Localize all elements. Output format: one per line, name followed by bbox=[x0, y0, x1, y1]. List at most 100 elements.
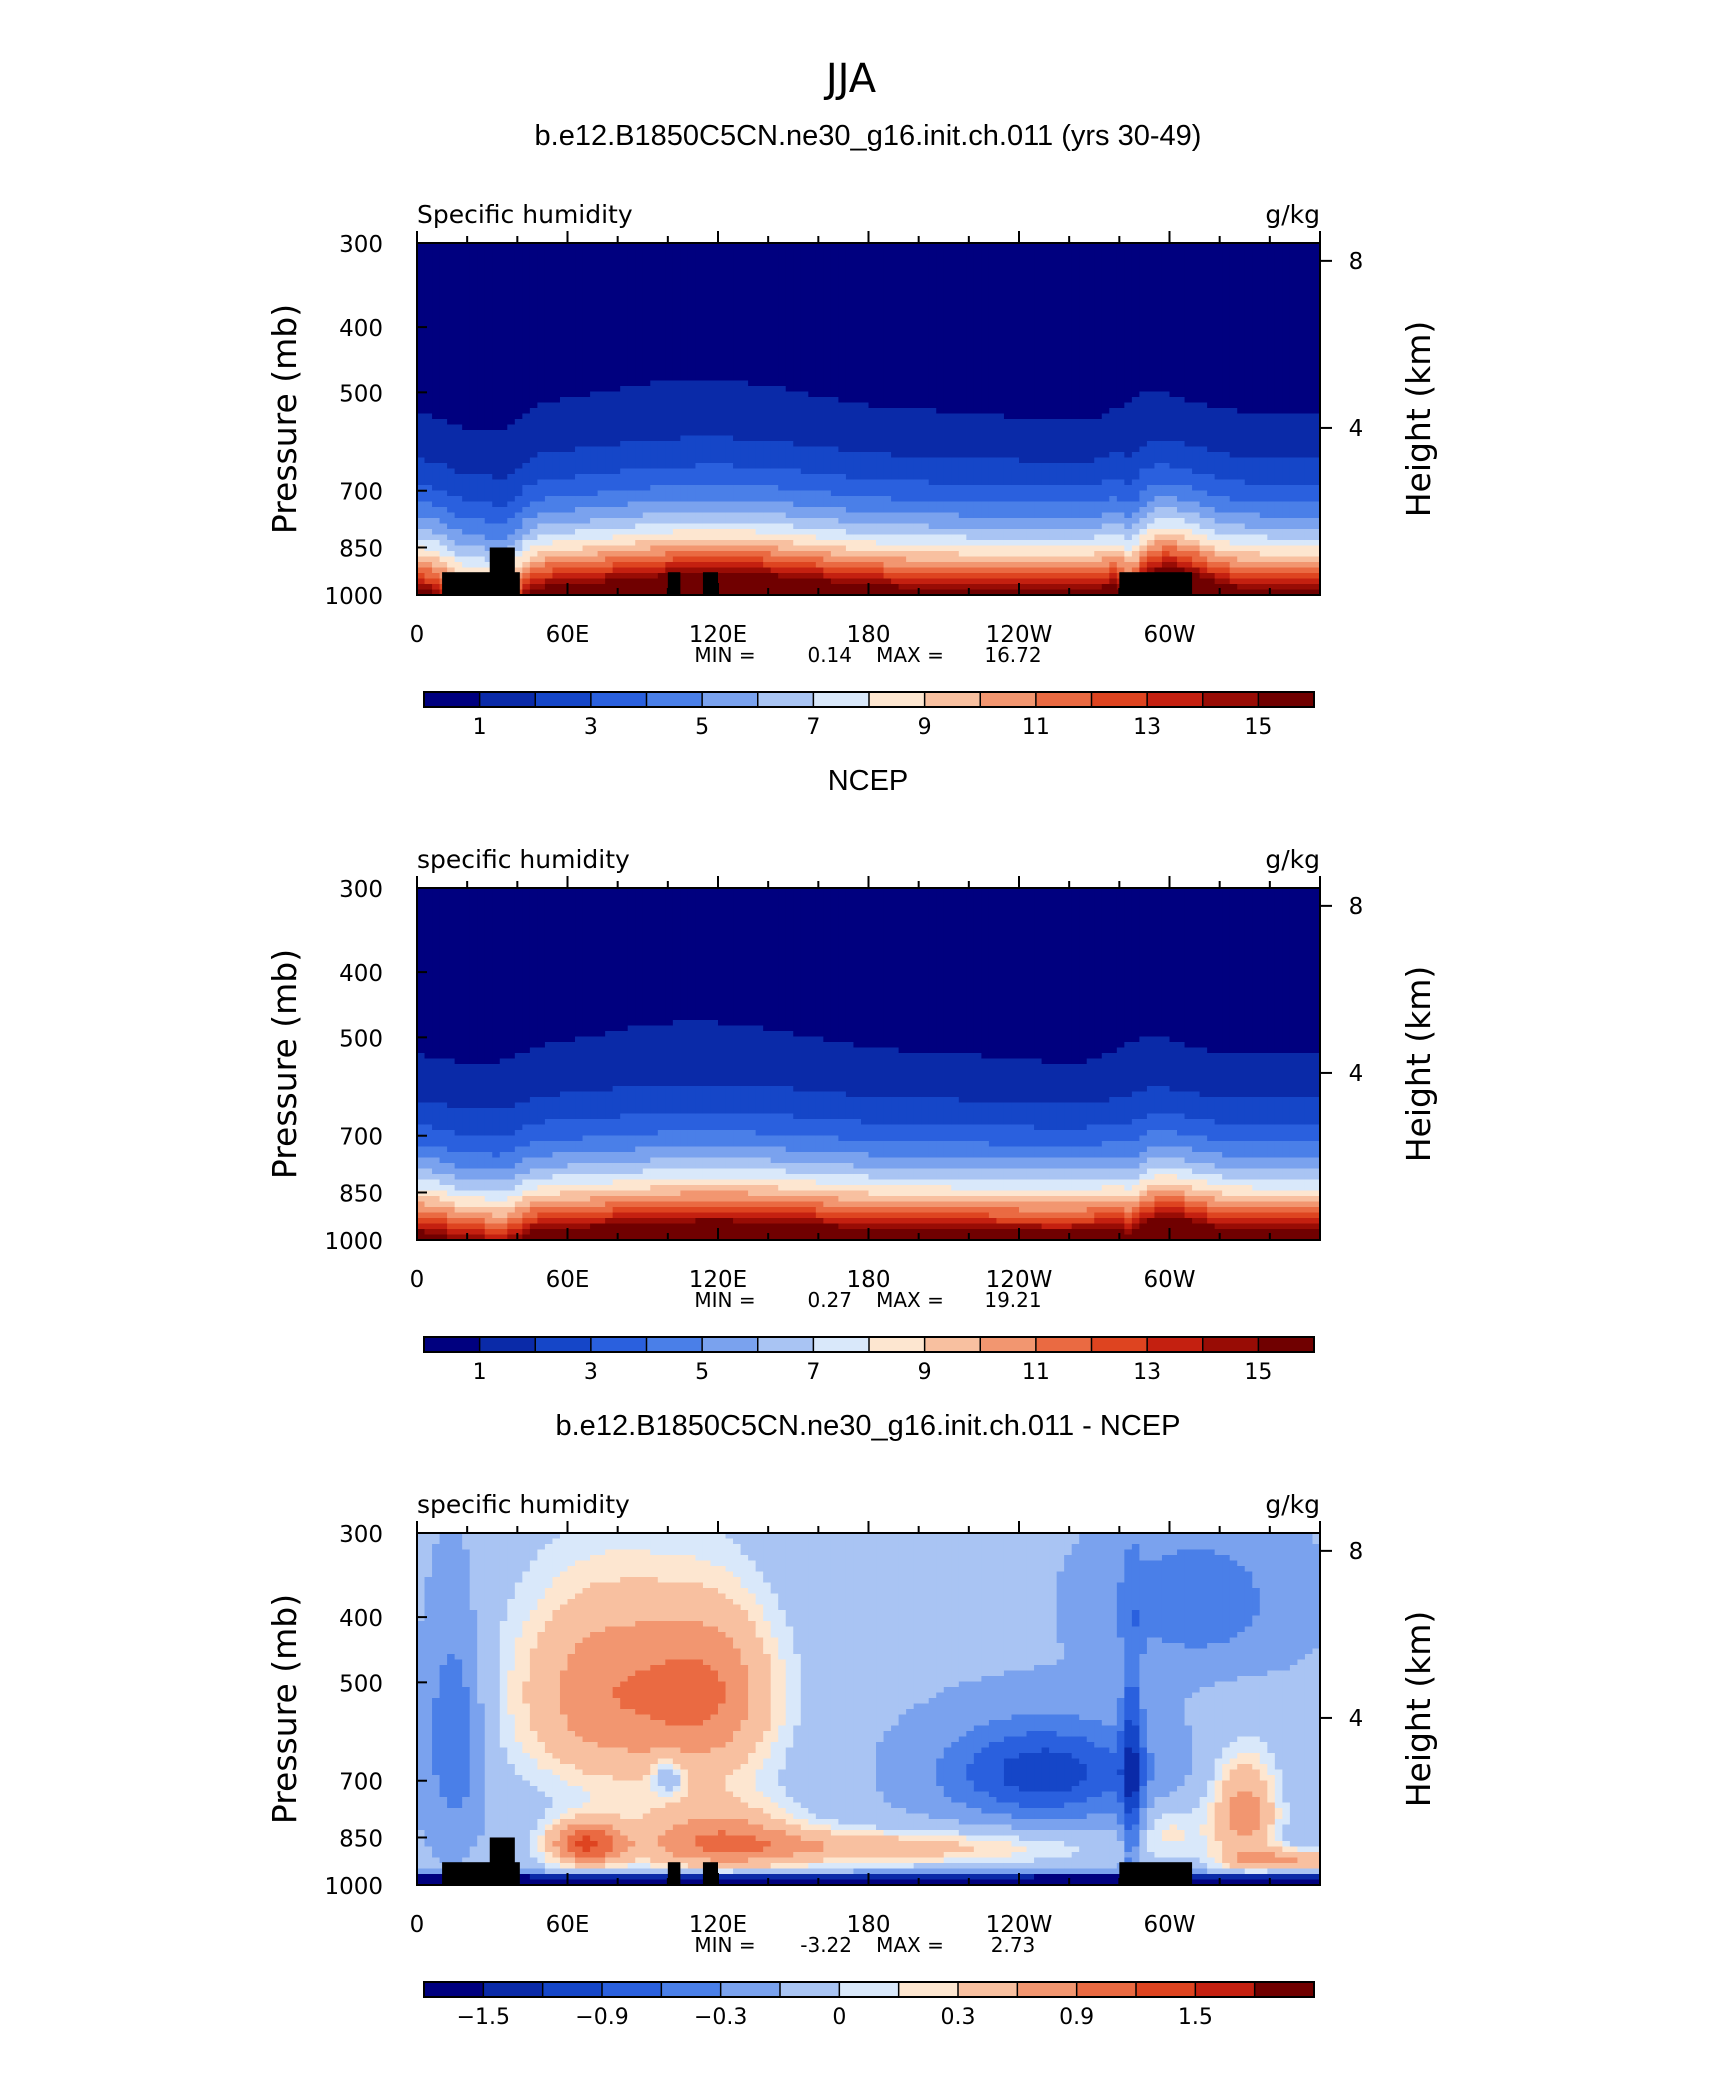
contour-cell bbox=[477, 419, 486, 426]
contour-cell bbox=[1274, 419, 1283, 426]
contour-cell bbox=[522, 413, 531, 420]
contour-cell bbox=[876, 298, 885, 305]
contour-cell bbox=[921, 248, 930, 255]
contour-cell bbox=[672, 468, 681, 475]
contour-cell bbox=[582, 303, 591, 310]
contour-cell bbox=[1056, 254, 1065, 261]
contour-cell bbox=[439, 358, 448, 365]
contour-cell bbox=[1297, 419, 1306, 426]
contour-cell bbox=[996, 320, 1005, 327]
contour-cell bbox=[1214, 446, 1223, 453]
contour-cell bbox=[522, 292, 531, 299]
contour-cell bbox=[740, 435, 749, 442]
contour-cell bbox=[1064, 369, 1073, 376]
contour-cell bbox=[665, 408, 674, 415]
contour-cell bbox=[853, 446, 862, 453]
contour-cell bbox=[439, 248, 448, 255]
contour-cell bbox=[996, 314, 1005, 321]
contour-cell bbox=[432, 468, 441, 475]
contour-cell bbox=[1109, 408, 1118, 415]
contour-cell bbox=[522, 259, 531, 266]
contour-cell bbox=[988, 353, 998, 360]
contour-cell bbox=[815, 446, 824, 453]
contour-cell bbox=[447, 320, 456, 327]
contour-cell bbox=[1244, 320, 1253, 327]
contour-cell bbox=[469, 369, 478, 376]
contour-cell bbox=[417, 364, 426, 371]
contour-cell bbox=[906, 446, 915, 453]
contour-cell bbox=[718, 408, 727, 415]
contour-cell bbox=[860, 364, 870, 371]
contour-cell bbox=[582, 430, 591, 437]
contour-cell bbox=[605, 452, 614, 459]
contour-cell bbox=[627, 281, 636, 288]
contour-cell bbox=[1312, 402, 1320, 409]
contour-cell bbox=[620, 435, 629, 442]
contour-cell bbox=[1312, 243, 1320, 250]
contour-cell bbox=[830, 281, 840, 288]
contour-cell bbox=[484, 408, 493, 415]
contour-cell bbox=[800, 265, 809, 272]
contour-cell bbox=[447, 452, 456, 459]
contour-cell bbox=[800, 276, 809, 283]
contour-cell bbox=[672, 419, 681, 426]
contour-cell bbox=[1297, 397, 1306, 404]
contour-cell bbox=[417, 248, 426, 255]
contour-cell bbox=[567, 419, 576, 426]
contour-cell bbox=[1237, 386, 1246, 393]
contour-cell bbox=[710, 408, 719, 415]
contour-cell bbox=[590, 380, 599, 387]
contour-cell bbox=[567, 276, 576, 283]
contour-cell bbox=[424, 386, 433, 393]
contour-cell bbox=[793, 430, 802, 437]
contour-cell bbox=[1019, 430, 1028, 437]
contour-cell bbox=[1011, 248, 1020, 255]
contour-cell bbox=[725, 254, 734, 261]
contour-cell bbox=[778, 248, 787, 255]
contour-cell bbox=[891, 408, 900, 415]
contour-cell bbox=[537, 331, 546, 338]
contour-cell bbox=[951, 380, 960, 387]
contour-cell bbox=[1034, 298, 1043, 305]
contour-cell bbox=[1259, 309, 1268, 316]
contour-cell bbox=[868, 397, 877, 404]
contour-cell bbox=[605, 463, 614, 470]
contour-cell bbox=[763, 369, 772, 376]
contour-cell bbox=[755, 446, 764, 453]
contour-cell bbox=[1252, 452, 1261, 459]
contour-cell bbox=[612, 364, 621, 371]
contour-cell bbox=[620, 276, 629, 283]
contour-cell bbox=[1184, 364, 1193, 371]
contour-cell bbox=[1094, 364, 1103, 371]
contour-cell bbox=[1312, 375, 1320, 382]
contour-cell bbox=[1282, 430, 1291, 437]
contour-cell bbox=[1139, 380, 1148, 387]
contour-cell bbox=[1146, 358, 1156, 365]
contour-cell bbox=[921, 380, 930, 387]
contour-cell bbox=[1184, 353, 1193, 360]
contour-cell bbox=[1146, 413, 1156, 420]
contour-cell bbox=[469, 347, 478, 354]
contour-cell bbox=[454, 298, 463, 305]
contour-cell bbox=[680, 402, 689, 409]
contour-cell bbox=[725, 331, 734, 338]
contour-cell bbox=[1222, 320, 1231, 327]
contour-cell bbox=[492, 452, 501, 459]
contour-cell bbox=[567, 303, 576, 310]
contour-cell bbox=[665, 314, 674, 321]
contour-cell bbox=[1207, 397, 1216, 404]
contour-cell bbox=[1026, 419, 1035, 426]
contour-cell bbox=[1237, 369, 1246, 376]
contour-cell bbox=[612, 353, 621, 360]
contour-cell bbox=[928, 397, 937, 404]
contour-cell bbox=[966, 358, 975, 365]
contour-cell bbox=[988, 408, 998, 415]
contour-cell bbox=[1041, 375, 1050, 382]
contour-cell bbox=[672, 408, 681, 415]
contour-cell bbox=[883, 320, 892, 327]
contour-cell bbox=[1101, 457, 1110, 464]
contour-cell bbox=[1282, 292, 1291, 299]
contour-cell bbox=[650, 325, 659, 332]
contour-cell bbox=[778, 452, 787, 459]
contour-cell bbox=[1086, 435, 1095, 442]
